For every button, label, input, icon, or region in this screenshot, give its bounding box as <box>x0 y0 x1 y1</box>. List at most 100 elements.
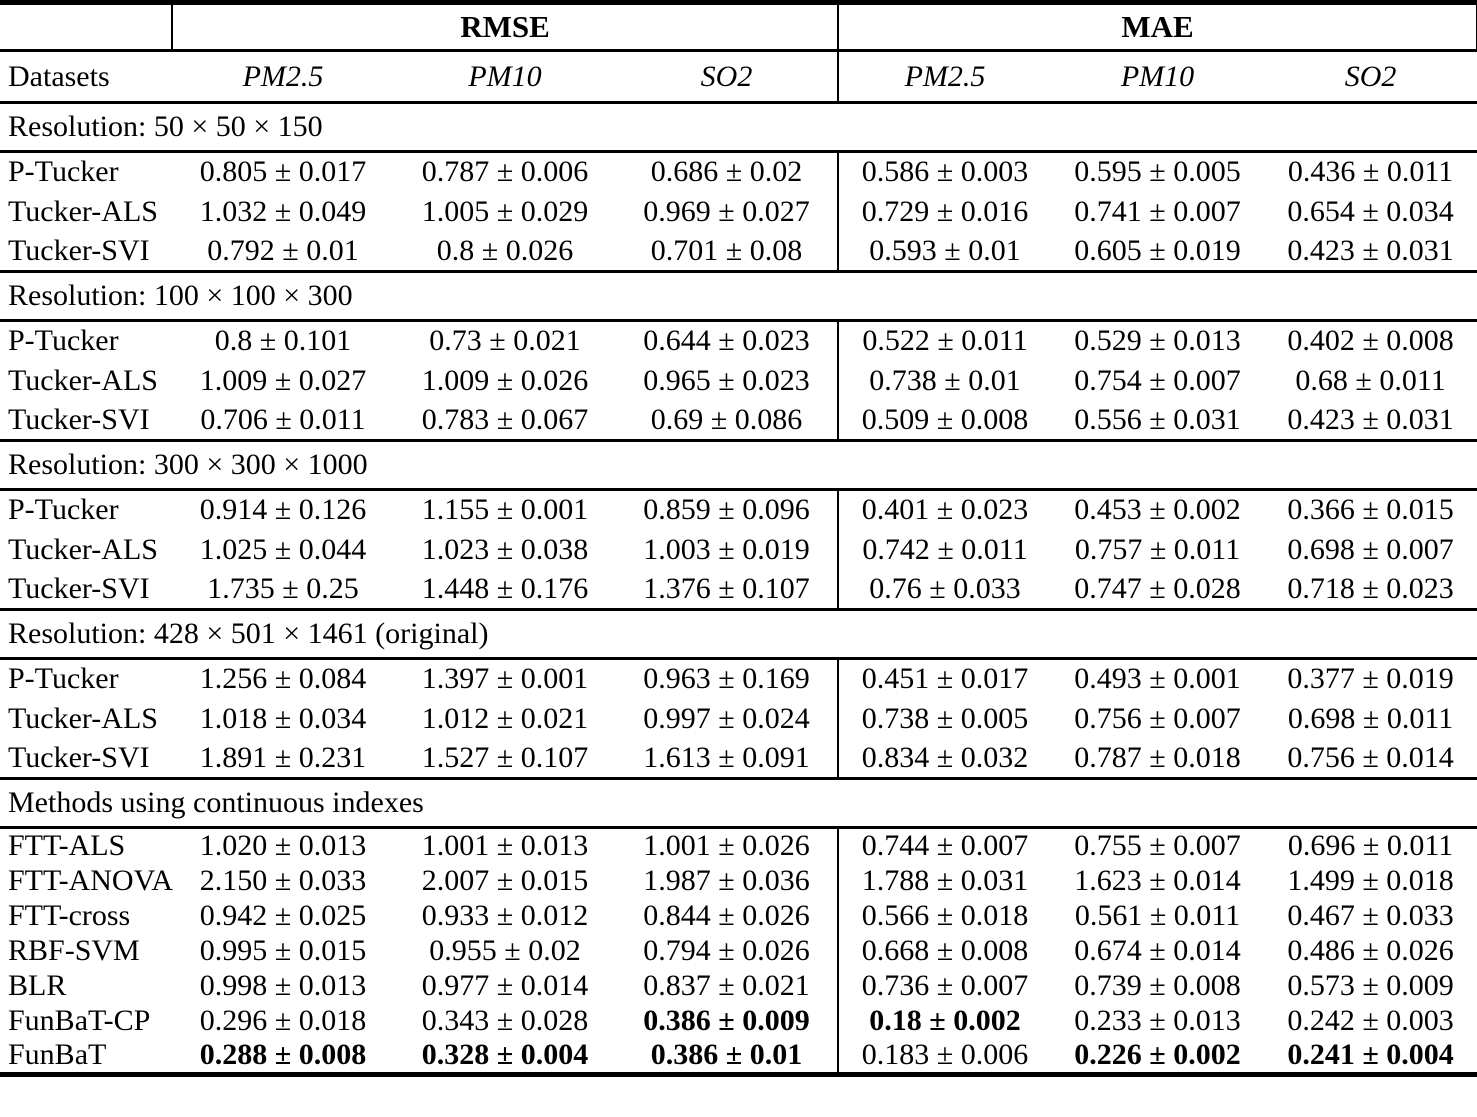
value-cell: 1.020 ± 0.013 <box>199 829 367 862</box>
section-title: Resolution: 50 × 50 × 150 <box>0 102 1477 153</box>
value-cell: 0.573 ± 0.009 <box>1287 968 1454 1002</box>
value-cell: 0.183 ± 0.006 <box>861 1038 1029 1071</box>
method-label: FunBaT-CP <box>8 1003 151 1037</box>
value-cell: 0.566 ± 0.018 <box>861 898 1029 932</box>
value-cell: 1.032 ± 0.049 <box>199 194 367 228</box>
value-cell: 0.756 ± 0.014 <box>1264 738 1477 780</box>
section-header-row: Resolution: 50 × 50 × 150 <box>0 102 1477 153</box>
value-cell: 0.783 ± 0.067 <box>394 400 616 442</box>
value-cell: 0.736 ± 0.007 <box>861 968 1029 1002</box>
value-cell: 0.698 ± 0.011 <box>1287 701 1454 735</box>
method-label: Tucker-SVI <box>0 569 172 611</box>
value-cell: 2.007 ± 0.015 <box>421 863 589 897</box>
value-cell: 0.942 ± 0.025 <box>199 898 367 932</box>
group-header-mae: MAE <box>838 2 1477 52</box>
row-ftt-cross: FTT-cross 0.942 ± 0.025 0.933 ± 0.012 0.… <box>0 898 1477 933</box>
value-cell: 0.933 ± 0.012 <box>421 898 589 932</box>
row-tucker-svi: Tucker-SVI 0.792 ± 0.01 0.8 ± 0.026 0.70… <box>0 231 1477 273</box>
value-cell: 1.001 ± 0.013 <box>421 829 589 862</box>
row-ftt-als: FTT-ALS 1.020 ± 0.013 1.001 ± 0.013 1.00… <box>0 827 1477 863</box>
value-cell: 0.698 ± 0.007 <box>1287 532 1454 566</box>
method-label: FTT-ALS <box>8 829 126 862</box>
value-cell: 0.593 ± 0.01 <box>838 231 1052 273</box>
value-cell: 1.012 ± 0.021 <box>421 701 589 735</box>
value-cell: 0.73 ± 0.021 <box>429 324 581 358</box>
value-cell: 0.529 ± 0.013 <box>1074 324 1241 358</box>
value-cell: 0.738 ± 0.01 <box>869 363 1021 397</box>
value-cell: 0.76 ± 0.033 <box>838 569 1052 611</box>
row-p-tucker: P-Tucker 0.8 ± 0.101 0.73 ± 0.021 0.644 … <box>0 320 1477 361</box>
col-header-pm10-mae: PM10 <box>1051 50 1265 104</box>
value-cell: 1.397 ± 0.001 <box>421 662 589 696</box>
value-cell: 0.755 ± 0.007 <box>1074 829 1241 862</box>
value-cell: 0.451 ± 0.017 <box>861 662 1029 696</box>
value-cell-best: 0.288 ± 0.008 <box>199 1038 367 1071</box>
section-title: Resolution: 428 × 501 × 1461 (original) <box>0 609 1477 660</box>
value-cell: 0.509 ± 0.008 <box>838 400 1052 442</box>
col-header-so2-rmse: SO2 <box>616 50 840 104</box>
value-cell: 0.844 ± 0.026 <box>616 898 840 933</box>
method-label: Tucker-SVI <box>0 400 172 442</box>
method-label: Tucker-ALS <box>8 701 158 735</box>
section-header-row: Resolution: 428 × 501 × 1461 (original) <box>0 609 1477 660</box>
value-cell: 0.605 ± 0.019 <box>1051 231 1265 273</box>
value-cell: 0.674 ± 0.014 <box>1074 933 1241 967</box>
value-cell: 0.423 ± 0.031 <box>1264 231 1477 273</box>
value-cell: 0.744 ± 0.007 <box>861 829 1029 862</box>
value-cell: 1.448 ± 0.176 <box>394 569 616 611</box>
col-header-pm10-rmse: PM10 <box>394 50 616 104</box>
row-tucker-svi: Tucker-SVI 1.735 ± 0.25 1.448 ± 0.176 1.… <box>0 569 1477 611</box>
value-cell: 0.792 ± 0.01 <box>172 231 394 273</box>
section-header-row: Resolution: 100 × 100 × 300 <box>0 271 1477 322</box>
value-cell: 1.527 ± 0.107 <box>394 738 616 780</box>
results-table: RMSE MAE Datasets PM2.5 PM10 SO2 PM2.5 P… <box>0 0 1477 1077</box>
row-p-tucker: P-Tucker 0.805 ± 0.017 0.787 ± 0.006 0.6… <box>0 151 1477 192</box>
row-funbat: FunBaT 0.288 ± 0.008 0.328 ± 0.004 0.386… <box>0 1038 1477 1075</box>
value-cell: 1.018 ± 0.034 <box>199 701 367 735</box>
value-cell: 0.701 ± 0.08 <box>616 231 840 273</box>
method-label: FunBaT <box>8 1038 107 1071</box>
value-cell: 0.914 ± 0.126 <box>199 493 367 527</box>
value-cell: 0.453 ± 0.002 <box>1074 493 1241 527</box>
value-cell: 1.735 ± 0.25 <box>172 569 394 611</box>
value-cell: 0.754 ± 0.007 <box>1074 363 1241 397</box>
value-cell: 0.561 ± 0.011 <box>1074 898 1241 932</box>
section-header-row: Methods using continuous indexes <box>0 778 1477 829</box>
value-cell: 0.8 ± 0.026 <box>394 231 616 273</box>
method-label: FTT-ANOVA <box>8 863 174 897</box>
value-cell-best: 0.386 ± 0.009 <box>616 1003 840 1038</box>
value-cell-best: 0.386 ± 0.01 <box>616 1038 840 1075</box>
col-header-so2-mae: SO2 <box>1264 50 1477 104</box>
method-label: Tucker-SVI <box>0 738 172 780</box>
method-label: RBF-SVM <box>8 933 140 967</box>
value-cell: 0.787 ± 0.006 <box>421 155 589 189</box>
value-cell: 1.155 ± 0.001 <box>421 493 589 527</box>
value-cell: 0.955 ± 0.02 <box>429 933 581 967</box>
section-header-row: Resolution: 300 × 300 × 1000 <box>0 440 1477 491</box>
value-cell: 0.997 ± 0.024 <box>616 698 840 739</box>
row-tucker-svi: Tucker-SVI 0.706 ± 0.011 0.783 ± 0.067 0… <box>0 400 1477 442</box>
value-cell: 0.644 ± 0.023 <box>616 320 840 361</box>
section-title: Methods using continuous indexes <box>0 778 1477 829</box>
row-tucker-als: Tucker-ALS 1.025 ± 0.044 1.023 ± 0.038 1… <box>0 529 1477 570</box>
value-cell: 0.756 ± 0.007 <box>1074 701 1241 735</box>
value-cell: 0.595 ± 0.005 <box>1074 155 1241 189</box>
method-label: Tucker-ALS <box>8 194 158 228</box>
value-cell: 0.586 ± 0.003 <box>861 155 1029 189</box>
method-label: P-Tucker <box>8 662 119 696</box>
value-cell: 0.794 ± 0.026 <box>616 933 840 968</box>
value-cell-best: 0.226 ± 0.002 <box>1074 1038 1241 1071</box>
value-cell: 0.965 ± 0.023 <box>616 360 840 401</box>
row-p-tucker: P-Tucker 0.914 ± 0.126 1.155 ± 0.001 0.8… <box>0 489 1477 530</box>
value-cell: 0.998 ± 0.013 <box>199 968 367 1002</box>
column-header-row: Datasets PM2.5 PM10 SO2 PM2.5 PM10 SO2 <box>0 50 1477 104</box>
value-cell: 0.977 ± 0.014 <box>421 968 589 1002</box>
value-cell: 0.834 ± 0.032 <box>838 738 1052 780</box>
value-cell: 0.742 ± 0.011 <box>862 532 1028 566</box>
value-cell: 0.343 ± 0.028 <box>421 1003 589 1037</box>
method-label: FTT-cross <box>8 898 131 932</box>
value-cell: 0.522 ± 0.011 <box>862 324 1028 358</box>
value-cell: 0.467 ± 0.033 <box>1287 898 1454 932</box>
group-header-rmse: RMSE <box>172 2 840 52</box>
method-label: P-Tucker <box>8 324 119 358</box>
